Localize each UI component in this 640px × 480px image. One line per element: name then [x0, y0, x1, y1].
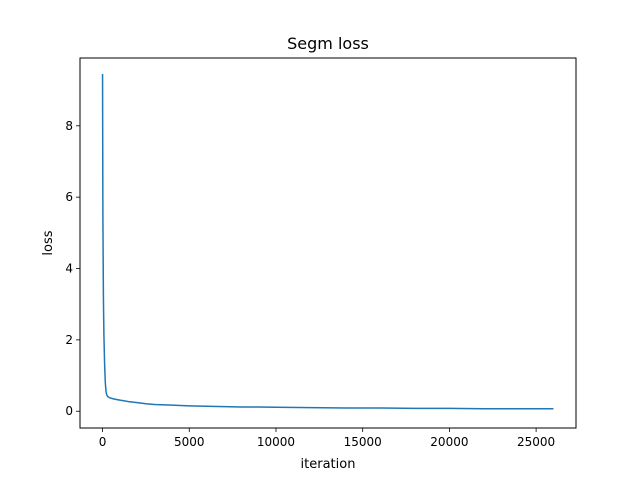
x-tick-label: 20000	[430, 435, 468, 449]
y-tick-label: 4	[65, 262, 73, 276]
y-axis-label: loss	[41, 230, 56, 255]
y-tick-label: 6	[65, 190, 73, 204]
x-tick-label: 5000	[174, 435, 205, 449]
x-tick-label: 10000	[257, 435, 295, 449]
x-axis-label: iteration	[301, 457, 356, 472]
plot-frame	[79, 57, 577, 429]
chart-title: Segm loss	[287, 34, 369, 53]
y-ticks: 0 2 4 6 8	[65, 119, 80, 418]
y-tick-label: 8	[65, 119, 73, 133]
plot-background	[80, 58, 576, 428]
x-tick-label: 0	[99, 435, 107, 449]
y-tick-label: 0	[65, 404, 73, 418]
series-line-0	[101, 74, 554, 410]
series-layer	[101, 74, 554, 410]
x-ticks: 0 5000 10000 15000 20000 25000	[99, 428, 555, 449]
y-tick-label: 2	[65, 333, 73, 347]
x-tick-label: 15000	[344, 435, 382, 449]
x-tick-label: 25000	[517, 435, 555, 449]
